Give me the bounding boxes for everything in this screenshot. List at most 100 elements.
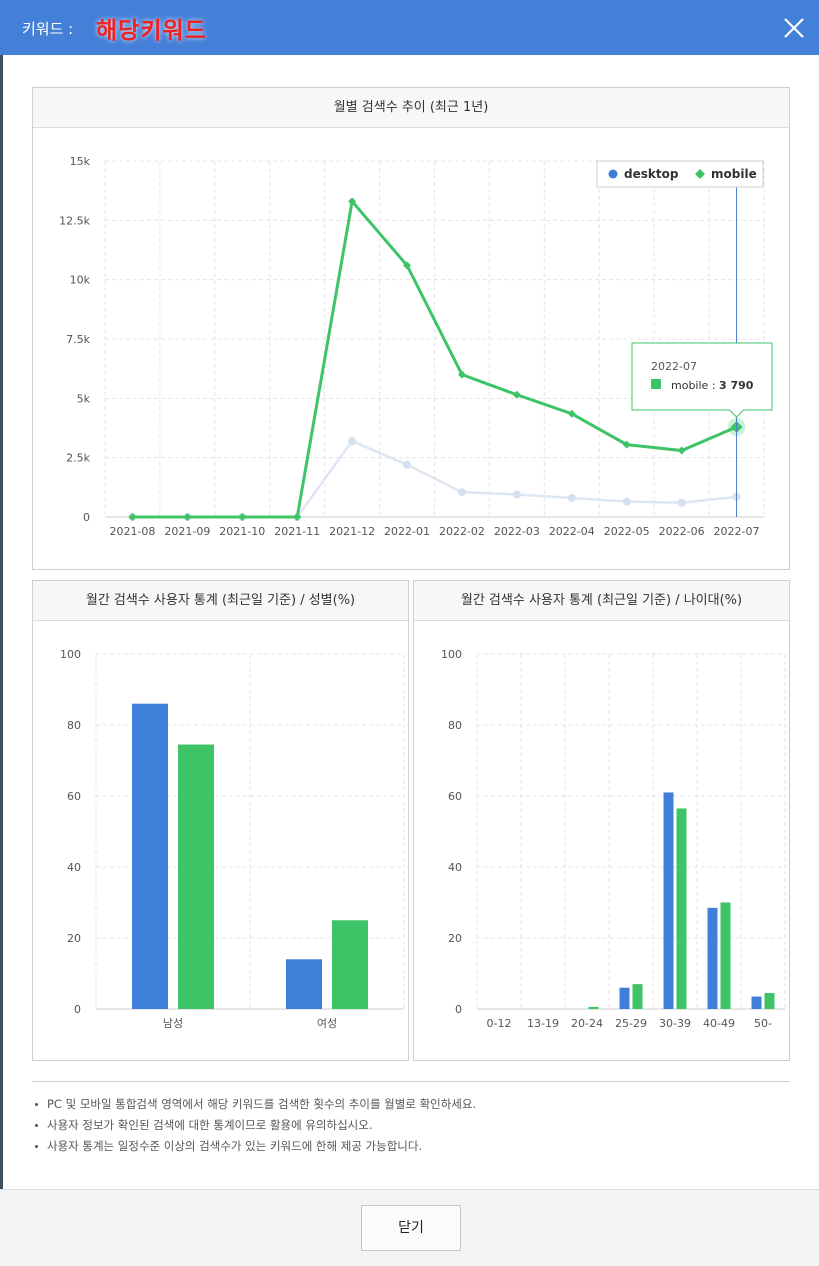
tooltip-title: 2022-07 <box>651 360 697 373</box>
data-point-desktop <box>348 437 357 446</box>
x-tick-label: 2022-06 <box>659 525 705 538</box>
data-point-mobile <box>238 513 247 521</box>
bar-mobile <box>588 1006 599 1009</box>
tooltip-pointer <box>728 409 745 418</box>
close-button[interactable]: 닫기 <box>361 1205 461 1251</box>
legend-label-desktop: desktop <box>624 167 679 181</box>
x-tick-label: 2022-04 <box>549 525 595 538</box>
y-tick-label: 2.5k <box>66 452 90 465</box>
tooltip-series: mobile : <box>671 379 716 392</box>
data-point-mobile <box>567 409 576 418</box>
data-point-mobile <box>293 513 302 521</box>
bar-desktop <box>619 987 630 1009</box>
x-tick-label: 40-49 <box>703 1017 735 1030</box>
x-tick-label: 2021-12 <box>329 525 375 538</box>
age-chart: 0 20 40 60 80 100 0-12 13-19 20-24 25-29 30-39 40-4… <box>441 648 786 1030</box>
keyword-value: 해당키워드 <box>96 18 207 44</box>
modal-header: 키워드 : 해당키워드 <box>0 0 819 55</box>
y-tick-label: 40 <box>67 861 81 874</box>
data-point-desktop <box>512 490 521 499</box>
tooltip-box <box>631 342 773 411</box>
legend-marker-desktop <box>608 169 618 179</box>
legend-label-mobile: mobile <box>711 167 757 181</box>
age-chart-panel: 월간 검색수 사용자 통계 (최근일 기준) / 나이대(%) 0 20 40 60 8… <box>413 580 790 1061</box>
tooltip-marker <box>651 379 661 389</box>
y-tick-label: 40 <box>448 861 462 874</box>
y-tick-label: 60 <box>448 790 462 803</box>
close-icon[interactable] <box>780 14 808 42</box>
data-point-desktop <box>457 488 466 497</box>
x-tick-label: 50- <box>754 1017 772 1030</box>
x-tick-label: 2021-09 <box>164 525 210 538</box>
y-tick-label: 15k <box>70 155 91 168</box>
x-tick-label: 2022-01 <box>384 525 430 538</box>
x-tick-label: 2021-11 <box>274 525 320 538</box>
divider <box>32 1081 790 1082</box>
gender-chart-panel: 월간 검색수 사용자 통계 (최근일 기준) / 성별(%) 0 20 40 60 80… <box>32 580 409 1061</box>
legend: desktop mobile <box>596 160 764 188</box>
y-tick-label: 20 <box>67 932 81 945</box>
data-point-mobile <box>677 446 686 455</box>
x-tick-label: 20-24 <box>571 1017 603 1030</box>
data-point-mobile <box>457 370 466 379</box>
y-tick-label: 60 <box>67 790 81 803</box>
x-tick-label: 30-39 <box>659 1017 691 1030</box>
bar-mobile <box>332 920 368 1009</box>
y-tick-label: 7.5k <box>66 333 90 346</box>
list-item: PC 및 모바일 통합검색 영역에서 해당 키워드를 검색한 횟수의 추이를 월… <box>32 1094 792 1115</box>
x-tick-label: 2022-02 <box>439 525 485 538</box>
y-tick-label: 10k <box>70 274 91 287</box>
trend-chart-title: 월별 검색수 추이 (최근 1년) <box>33 88 789 128</box>
notes-list: PC 및 모바일 통합검색 영역에서 해당 키워드를 검색한 횟수의 추이를 월… <box>32 1094 792 1157</box>
data-point-desktop <box>567 494 576 503</box>
list-item: 사용자 통계는 일정수준 이상의 검색수가 있는 키워드에 한해 제공 가능합니… <box>32 1136 792 1157</box>
data-point-desktop <box>622 497 631 506</box>
x-tick-label: 0-12 <box>487 1017 512 1030</box>
series-line-mobile <box>132 197 738 519</box>
bar-desktop <box>132 703 168 1009</box>
bar-desktop <box>663 792 674 1009</box>
background-strip <box>0 55 3 1266</box>
y-tick-label: 0 <box>83 511 90 524</box>
tooltip-value: 3 790 <box>719 379 754 392</box>
x-tick-label: 2022-03 <box>494 525 540 538</box>
data-point-desktop <box>403 460 412 469</box>
bar-mobile <box>178 744 214 1009</box>
x-tick-label: 여성 <box>317 1017 337 1030</box>
x-tick-label: 2021-08 <box>109 525 155 538</box>
y-tick-label: 0 <box>74 1003 81 1016</box>
bar-mobile <box>764 993 775 1009</box>
y-tick-label: 0 <box>455 1003 462 1016</box>
bar-mobile <box>676 808 687 1009</box>
y-tick-label: 80 <box>67 719 81 732</box>
y-tick-label: 5k <box>77 392 91 405</box>
bar-desktop <box>707 907 718 1009</box>
gender-chart: 0 20 40 60 80 100 남성 여성 <box>60 648 405 1030</box>
data-point-mobile <box>622 440 631 449</box>
data-point-mobile <box>128 513 137 521</box>
list-item: 사용자 정보가 확인된 검색에 대한 통계이므로 활용에 유의하십시오. <box>32 1115 792 1136</box>
x-tick-label: 남성 <box>163 1017 183 1030</box>
data-point-mobile <box>348 197 357 206</box>
data-point-mobile <box>403 261 412 270</box>
x-tick-label: 2021-10 <box>219 525 265 538</box>
y-tick-label: 12.5k <box>59 214 90 227</box>
tooltip: 2022-07 mobile :3 790 <box>631 342 773 418</box>
bar-mobile <box>720 902 731 1009</box>
age-chart-title: 월간 검색수 사용자 통계 (최근일 기준) / 나이대(%) <box>414 581 789 621</box>
data-point-mobile <box>183 513 192 521</box>
bar-mobile <box>632 984 643 1009</box>
y-tick-label: 80 <box>448 719 462 732</box>
x-tick-label: 13-19 <box>527 1017 559 1030</box>
data-point-mobile <box>512 390 521 399</box>
y-tick-label: 100 <box>60 648 81 661</box>
modal-footer: 닫기 <box>0 1189 819 1266</box>
bar-desktop <box>751 996 762 1009</box>
x-tick-label: 2022-07 <box>714 525 760 538</box>
trend-chart: 0 2.5k 5k 7.5k 10k 12.5k 15k 2021-08 2021-09 2021… <box>59 155 773 538</box>
y-tick-label: 20 <box>448 932 462 945</box>
legend-marker-mobile <box>695 169 705 179</box>
x-tick-label: 2022-05 <box>604 525 650 538</box>
x-tick-label: 25-29 <box>615 1017 647 1030</box>
bar-desktop <box>286 959 322 1009</box>
